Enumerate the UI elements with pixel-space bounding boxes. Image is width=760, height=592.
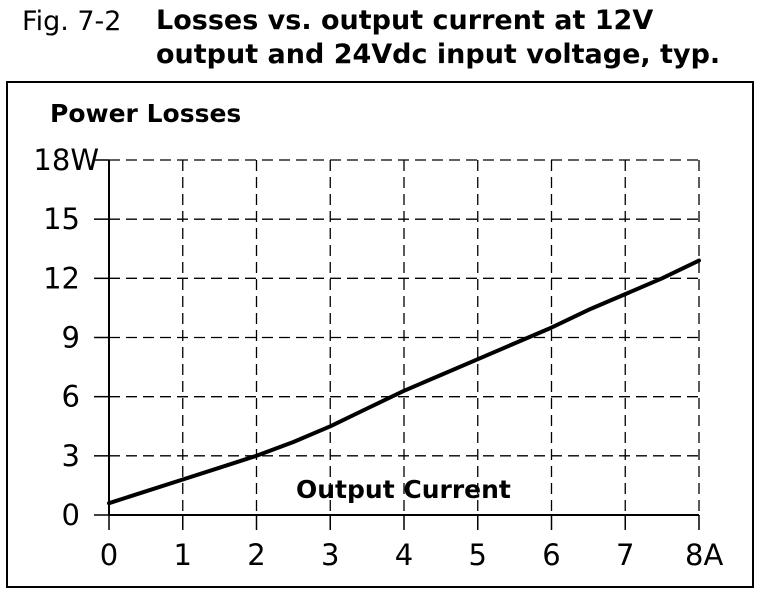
- y-tick-label: 9: [62, 321, 80, 355]
- x-tick-label: 5: [469, 538, 487, 572]
- y-tick-label: 0: [62, 498, 80, 532]
- figure-title: Losses vs. output current at 12V output …: [156, 4, 720, 72]
- y-tick-label: 12: [43, 261, 80, 295]
- chart-frame: [6, 81, 754, 588]
- x-tick-label: 8A: [685, 538, 723, 572]
- grid: [109, 159, 700, 515]
- x-axis-title: Output Current: [296, 475, 511, 504]
- x-tick-label: 1: [174, 538, 192, 572]
- x-tick-label: 7: [616, 538, 634, 572]
- x-tick-label: 3: [321, 538, 339, 572]
- y-tick-label: 15: [43, 202, 80, 236]
- y-tick-label: 18W: [33, 143, 99, 177]
- figure-title-line-1: Losses vs. output current at 12V: [156, 5, 654, 36]
- figure-title-line-2: output and 24Vdc input voltage, typ.: [156, 39, 721, 70]
- x-tick-label: 2: [247, 538, 265, 572]
- series-line: [107, 258, 701, 506]
- y-axis-title: Power Losses: [50, 99, 241, 128]
- y-tick-label: 6: [62, 380, 80, 414]
- figure-label: Fig. 7-2: [22, 6, 122, 37]
- x-tick-label: 0: [100, 538, 118, 572]
- x-tick-label: 4: [395, 538, 413, 572]
- series: [107, 258, 701, 506]
- y-tick-label: 3: [62, 439, 80, 473]
- axes: [94, 159, 700, 530]
- x-tick-label: 6: [542, 538, 560, 572]
